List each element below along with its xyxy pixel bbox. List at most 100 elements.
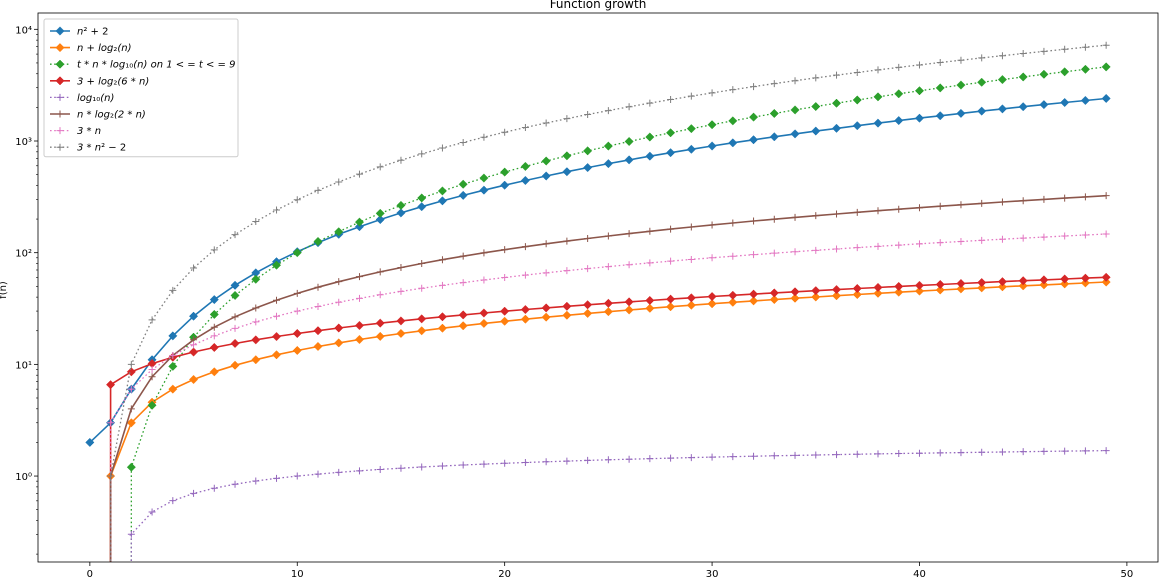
data-point: [1061, 232, 1069, 240]
data-point: [603, 159, 613, 169]
y-tick-label: 10⁴: [15, 25, 32, 36]
data-point: [459, 461, 467, 469]
data-point: [729, 453, 737, 461]
data-point: [790, 287, 800, 297]
data-point: [624, 297, 634, 307]
data-point: [812, 246, 820, 254]
data-point: [501, 273, 509, 281]
series-2: [126, 62, 1111, 562]
data-point: [894, 281, 904, 291]
data-point: [646, 99, 654, 107]
data-point: [354, 217, 365, 227]
data-point: [148, 316, 156, 324]
data-point: [292, 248, 302, 258]
data-point: [376, 291, 384, 299]
data-point: [978, 54, 986, 62]
data-point: [956, 80, 966, 90]
data-point: [935, 279, 945, 290]
data-point: [624, 155, 634, 165]
data-point: [1102, 230, 1110, 238]
data-point: [397, 464, 405, 472]
data-point: [667, 257, 675, 265]
data-point: [895, 241, 903, 249]
data-point: [667, 225, 675, 233]
data-point: [667, 454, 675, 462]
data-point: [147, 400, 157, 410]
data-point: [230, 338, 240, 349]
series-5: [107, 192, 1110, 562]
data-point: [935, 285, 945, 295]
legend-entry: n * log₂(2 * n): [50, 110, 146, 121]
data-point: [708, 221, 716, 229]
data-point: [231, 313, 239, 321]
axes: 0 10 20 30 40 50 10⁰ 10¹ 10² 10³ 10⁴: [15, 12, 1159, 580]
data-point: [437, 323, 447, 333]
data-point: [1039, 69, 1049, 79]
data-point: [1018, 102, 1028, 112]
data-point: [209, 342, 219, 353]
data-point: [562, 310, 572, 320]
data-point: [895, 450, 903, 458]
data-point: [563, 457, 571, 465]
data-point: [831, 285, 842, 295]
data-point: [769, 108, 779, 119]
data-point: [85, 437, 95, 447]
data-point: [791, 451, 799, 459]
data-point: [873, 288, 883, 298]
data-point: [936, 449, 944, 457]
data-point: [603, 141, 613, 151]
data-point: [584, 265, 592, 273]
legend-label: 3 * n: [77, 126, 101, 137]
x-tick-label: 0: [87, 569, 93, 580]
data-point: [645, 132, 655, 142]
data-point: [334, 338, 344, 348]
data-point: [895, 63, 903, 71]
data-point: [273, 312, 281, 320]
data-point: [603, 307, 613, 317]
data-point: [1061, 194, 1069, 202]
data-point: [625, 103, 633, 111]
data-point: [666, 128, 676, 138]
data-point: [437, 186, 447, 196]
data-point: [210, 332, 218, 340]
data-point: [210, 323, 218, 331]
data-point: [438, 144, 446, 152]
data-point: [396, 316, 406, 326]
data-point: [397, 156, 405, 164]
data-point: [168, 361, 178, 371]
data-point: [1080, 273, 1090, 283]
series-0: [85, 93, 1111, 447]
data-point: [417, 326, 427, 336]
data-point: [833, 71, 841, 79]
data-point: [230, 290, 240, 301]
data-point: [915, 240, 923, 248]
data-point: [1040, 47, 1048, 55]
data-point: [914, 113, 925, 123]
legend-entry: n² + 2: [50, 26, 108, 38]
legend: n² + 2 n + log₂(n) t * n * log₁₀(n) on 1 <…: [43, 18, 239, 158]
data-point: [1101, 272, 1111, 282]
data-point: [458, 190, 468, 200]
data-point: [978, 448, 986, 456]
data-point: [562, 301, 572, 311]
data-point: [812, 212, 820, 220]
data-point: [107, 472, 115, 480]
data-point: [1102, 192, 1110, 200]
data-point: [666, 302, 676, 312]
data-point: [625, 455, 633, 463]
data-point: [168, 331, 178, 341]
data-point: [997, 104, 1007, 114]
data-point: [646, 259, 654, 267]
data-point: [1080, 64, 1090, 74]
data-point: [542, 269, 550, 277]
data-point: [1081, 193, 1089, 201]
data-point: [935, 111, 945, 121]
data-point: [833, 451, 841, 459]
data-point: [666, 148, 676, 158]
data-point: [874, 242, 882, 250]
series-line-2: [130, 66, 1107, 562]
data-point: [354, 222, 365, 232]
data-point: [998, 448, 1006, 456]
data-point: [790, 129, 800, 139]
